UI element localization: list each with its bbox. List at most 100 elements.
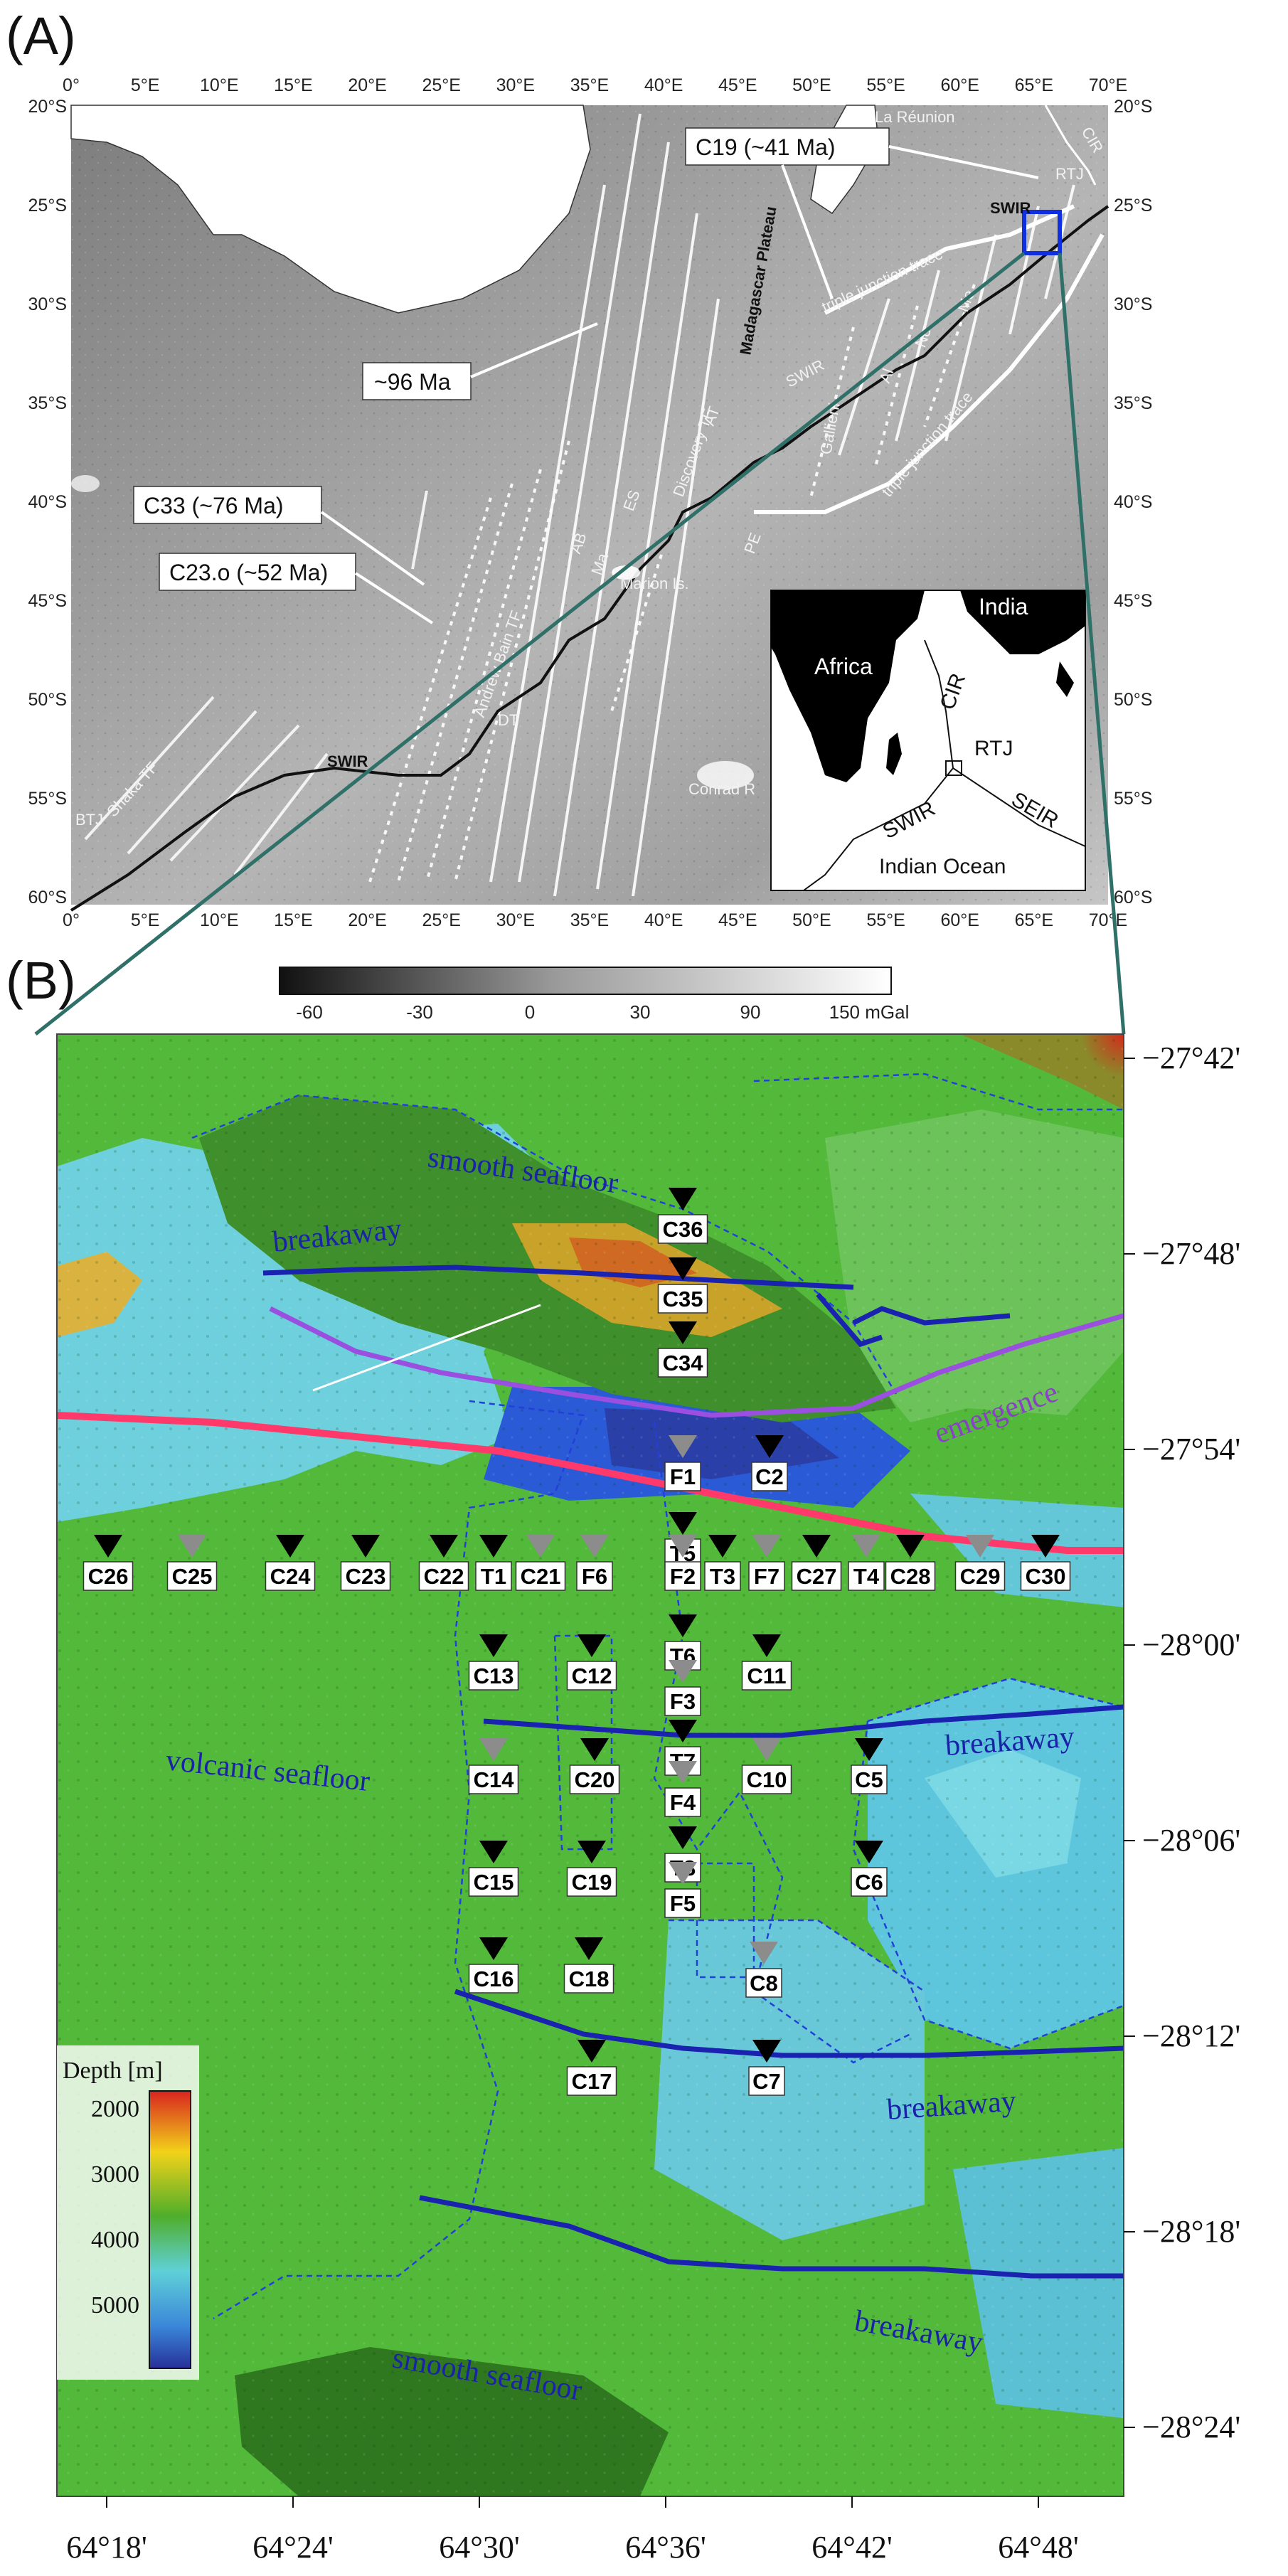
station-f3: F3 (664, 1660, 701, 1716)
lon-tick-top-13: 65°E (1015, 75, 1053, 95)
lon-tick-top-11: 55°E (866, 75, 905, 95)
station-label: C25 (172, 1564, 213, 1589)
lon-tick-bottom-14: 70°E (1089, 910, 1127, 930)
inset-label-africa: Africa (814, 654, 873, 679)
stations: C36C35C34F1C2T5C26C25C24C23C22T1C21F6F2T… (83, 1188, 1071, 2096)
depth-legend: Depth [m] 2000 3000 4000 5000 (57, 2045, 199, 2380)
callout-c33: C33 (~76 Ma) (144, 493, 284, 518)
station-marker (750, 1942, 778, 1964)
station-label: C5 (855, 1767, 883, 1792)
lon-tick-top-14: 70°E (1089, 75, 1127, 95)
breakaway-e1 (483, 1704, 1124, 1738)
panel-a-letter: (A) (6, 6, 76, 65)
station-label: C26 (88, 1564, 129, 1589)
station-marker (578, 1634, 606, 1657)
lon-tick-bottom-10: 50°E (792, 910, 831, 930)
station-marker (669, 1188, 697, 1210)
colorbar-tick-0: -60 (296, 1001, 323, 1023)
triple-junction-trace-north (824, 204, 1075, 315)
label-la-reunion: La Réunion (875, 108, 955, 126)
station-marker (575, 1937, 603, 1960)
station-label: C17 (572, 2069, 612, 2094)
lat-tick-left-4: 40°S (28, 492, 67, 512)
lon-tick-b-3: 64°36' (625, 2530, 706, 2565)
lat-tick-left-3: 35°S (28, 393, 67, 413)
lon-tick-bottom-5: 25°E (422, 910, 460, 930)
lon-tick-top-4: 20°E (348, 75, 386, 95)
station-marker (580, 1535, 609, 1558)
station-marker (178, 1535, 206, 1558)
station-label: C23 (346, 1564, 386, 1589)
station-marker (94, 1535, 122, 1558)
label-marion: Marion Is. (620, 575, 689, 592)
station-marker (755, 1435, 784, 1458)
lat-tick-b-4: −28°06' (1142, 1823, 1240, 1858)
lat-tick-b-0: −27°42' (1142, 1040, 1240, 1075)
lat-tick-b-1: −27°48' (1142, 1236, 1240, 1271)
station-label: C11 (747, 1664, 786, 1688)
connector-right (1058, 252, 1126, 1035)
station-marker (351, 1535, 380, 1558)
colorbar-tick-5: 150 mGal (829, 1001, 910, 1023)
lat-tick-left-2: 30°S (28, 294, 67, 314)
station-marker (479, 1841, 508, 1863)
station-marker (526, 1535, 555, 1558)
label-btj: BTJ (75, 811, 103, 829)
station-c35: C35 (657, 1257, 708, 1314)
station-label: C36 (663, 1217, 703, 1242)
panel-b-lon-ticks: 64°18' 64°24' 64°30' 64°36' 64°42' 64°48' (66, 2496, 1079, 2565)
connector-left (34, 252, 1026, 1036)
gravity-colorbar: -60 -30 0 30 90 150 mGal (279, 967, 910, 1023)
station-c25: C25 (166, 1535, 218, 1591)
lon-tick-top-3: 15°E (274, 75, 312, 95)
lon-tick-bottom-3: 15°E (274, 910, 312, 930)
lat-tick-right-0: 20°S (1114, 97, 1152, 117)
inset-label-rtj: RTJ (974, 737, 1013, 760)
station-c19: C19 (566, 1841, 617, 1897)
emergence-line (269, 1306, 1124, 1418)
station-marker (752, 1738, 781, 1761)
station-f7: F7 (748, 1535, 785, 1591)
station-c21: C21 (515, 1535, 566, 1591)
station-label: C16 (474, 1966, 514, 1991)
station-label: T3 (710, 1564, 735, 1589)
label-swir-ne: SWIR (990, 199, 1031, 217)
station-t4: T4 (848, 1535, 885, 1591)
lat-tick-right-1: 25°S (1114, 196, 1152, 215)
station-c17: C17 (566, 2040, 617, 2096)
station-marker (752, 2040, 781, 2063)
station-label: C10 (747, 1767, 787, 1792)
station-label: T4 (853, 1564, 880, 1589)
lat-tick-right-6: 50°S (1114, 690, 1152, 710)
station-marker (479, 1535, 508, 1558)
station-marker (578, 1841, 606, 1863)
panel-b-lat-ticks: −27°42' −27°48' −27°54' −28°00' −28°06' −28°1… (1124, 1040, 1240, 2444)
panel-a-lon-ticks-bottom: 0° 5°E 10°E 15°E 20°E 25°E 30°E 35°E 40°E 45°E 50°… (63, 910, 1127, 930)
station-label: C24 (270, 1564, 312, 1589)
station-label: C21 (521, 1564, 561, 1589)
colorbar-tick-3: 30 (630, 1001, 651, 1023)
lon-tick-top-8: 40°E (644, 75, 683, 95)
callout-c19: C19 (~41 Ma) (696, 134, 836, 160)
triple-junction-trace-south (754, 233, 1105, 514)
station-c2: C2 (751, 1435, 788, 1491)
breakaway-e2 (454, 1989, 1124, 2058)
station-label: C30 (1026, 1564, 1066, 1589)
station-f2: F2 (664, 1535, 701, 1591)
station-c26: C26 (83, 1535, 134, 1591)
study-area-box (1022, 210, 1062, 255)
station-c28: C28 (885, 1535, 936, 1591)
gravity-map: La Réunion CIR RTJ SWIR triple junction … (70, 105, 1109, 912)
lat-tick-left-0: 20°S (28, 97, 67, 117)
depth-legend-title: Depth [m] (63, 2058, 163, 2084)
lat-tick-right-8: 60°S (1114, 888, 1152, 908)
station-marker (669, 1862, 697, 1885)
lon-tick-bottom-12: 60°E (940, 910, 979, 930)
lat-tick-right-5: 45°S (1114, 591, 1152, 611)
station-marker (669, 1826, 697, 1849)
station-marker (669, 1660, 697, 1683)
station-marker (1031, 1535, 1060, 1558)
station-label: F1 (670, 1464, 696, 1489)
panel-b-letter: (B) (6, 951, 76, 1010)
lat-tick-right-2: 30°S (1114, 294, 1152, 314)
